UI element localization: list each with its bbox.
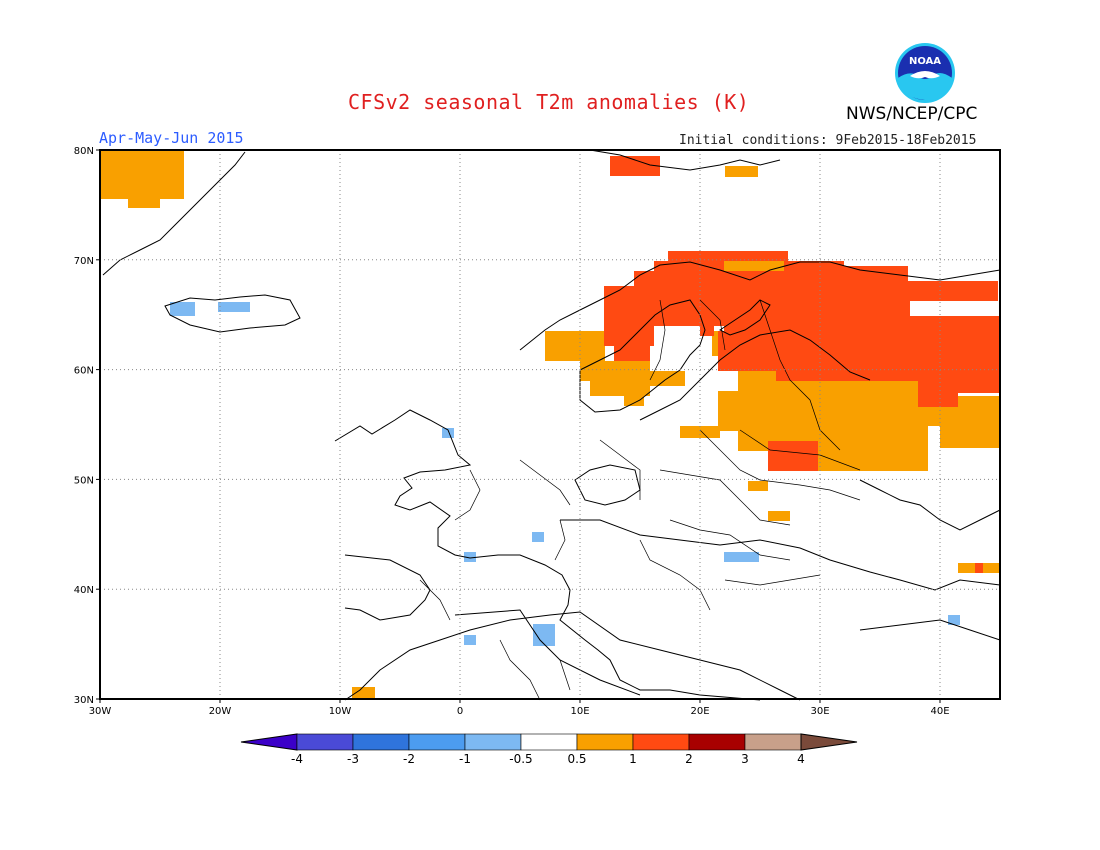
lat-tick-label: 40N bbox=[74, 585, 94, 596]
colorbar-label: 4 bbox=[797, 752, 805, 766]
lon-tick-label: 10W bbox=[329, 706, 352, 717]
logo-text: NOAA bbox=[909, 56, 941, 67]
season-label: Apr-May-Jun 2015 bbox=[99, 129, 244, 147]
noaa-logo-icon: NOAA bbox=[895, 43, 955, 103]
initial-conditions: Initial conditions: 9Feb2015-18Feb2015 bbox=[679, 133, 977, 148]
lon-tick-label: 40E bbox=[930, 706, 949, 717]
colorbar-label: -1 bbox=[459, 752, 471, 766]
colorbar-label: -2 bbox=[403, 752, 415, 766]
anomaly-cells-orange bbox=[100, 150, 1000, 699]
colorbar-label: 3 bbox=[741, 752, 749, 766]
map-frame bbox=[99, 149, 1001, 700]
lat-tick-label: 50N bbox=[74, 475, 94, 486]
lat-tick-label: 80N bbox=[74, 146, 94, 157]
colorbar-segment bbox=[352, 733, 410, 751]
lon-tick-label: 30E bbox=[810, 706, 829, 717]
colorbar-label: -0.5 bbox=[509, 752, 532, 766]
lat-tick-label: 60N bbox=[74, 366, 94, 377]
colorbar-segment bbox=[520, 733, 578, 751]
lat-tick-label: 70N bbox=[74, 256, 94, 267]
anomaly-cells-light-blue bbox=[170, 302, 960, 646]
colorbar-label: 2 bbox=[685, 752, 693, 766]
colorbar-label: 0.5 bbox=[567, 752, 586, 766]
colorbar-label: 1 bbox=[629, 752, 637, 766]
colorbar-segment bbox=[744, 733, 802, 751]
lon-tick-label: 10E bbox=[570, 706, 589, 717]
anomaly-cells-red bbox=[604, 156, 1000, 573]
lon-tick-label: 20E bbox=[690, 706, 709, 717]
colorbar-segment bbox=[576, 733, 634, 751]
colorbar-min-arrow bbox=[240, 733, 298, 751]
colorbar-labels: -4 -3 -2 -1 -0.5 0.5 1 2 3 4 bbox=[291, 752, 805, 766]
chart-title: CFSv2 seasonal T2m anomalies (K) bbox=[348, 90, 750, 114]
latitude-labels: 80N 70N 60N 50N 40N 30N bbox=[74, 146, 100, 706]
lat-tick-label: 30N bbox=[74, 695, 94, 706]
colorbar-segment bbox=[464, 733, 522, 751]
colorbar-segment bbox=[688, 733, 746, 751]
colorbar-label: -4 bbox=[291, 752, 303, 766]
colorbar-max-arrow bbox=[800, 733, 858, 751]
colorbar-segment bbox=[632, 733, 690, 751]
agency-label: NWS/NCEP/CPC bbox=[846, 104, 978, 124]
longitude-labels: 30W 20W 10W 0 10E 20E 30E 40E bbox=[89, 699, 950, 717]
colorbar bbox=[240, 733, 858, 751]
lon-tick-label: 0 bbox=[457, 706, 463, 717]
lon-tick-label: 30W bbox=[89, 706, 112, 717]
colorbar-label: -3 bbox=[347, 752, 359, 766]
colorbar-segment bbox=[408, 733, 466, 751]
colorbar-segment bbox=[296, 733, 354, 751]
lon-tick-label: 20W bbox=[209, 706, 232, 717]
